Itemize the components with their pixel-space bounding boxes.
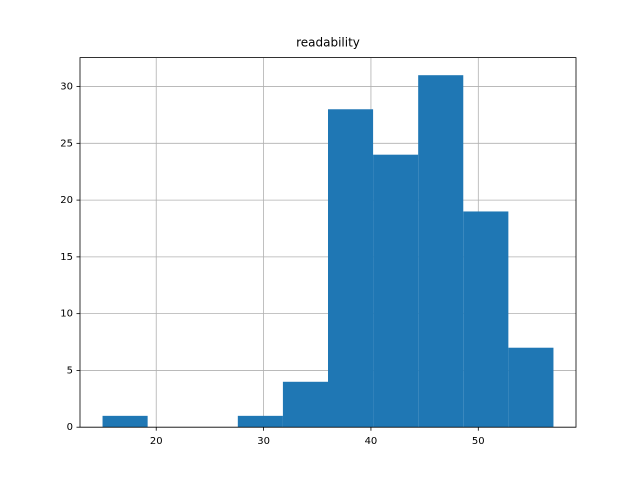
bar — [237, 415, 283, 428]
axes-frame — [79, 57, 577, 428]
x-tick-label: 50 — [472, 436, 485, 447]
x-tick-label: 30 — [257, 436, 270, 447]
bar — [102, 415, 148, 428]
bar — [373, 154, 419, 428]
y-tick-label: 0 — [67, 422, 73, 433]
y-tick-label: 20 — [60, 195, 73, 206]
y-tick-label: 5 — [67, 365, 73, 376]
y-tick-label: 25 — [60, 138, 73, 149]
bar — [463, 211, 509, 428]
bar — [418, 75, 464, 428]
x-tick-label: 40 — [365, 436, 378, 447]
y-tick-label: 10 — [60, 309, 73, 320]
bar — [328, 109, 374, 428]
y-tick-label: 30 — [60, 82, 73, 93]
y-tick-label: 15 — [60, 252, 73, 263]
chart-title: readability — [296, 36, 360, 50]
bar — [508, 347, 554, 428]
x-tick-label: 20 — [150, 436, 163, 447]
bar — [282, 381, 328, 428]
